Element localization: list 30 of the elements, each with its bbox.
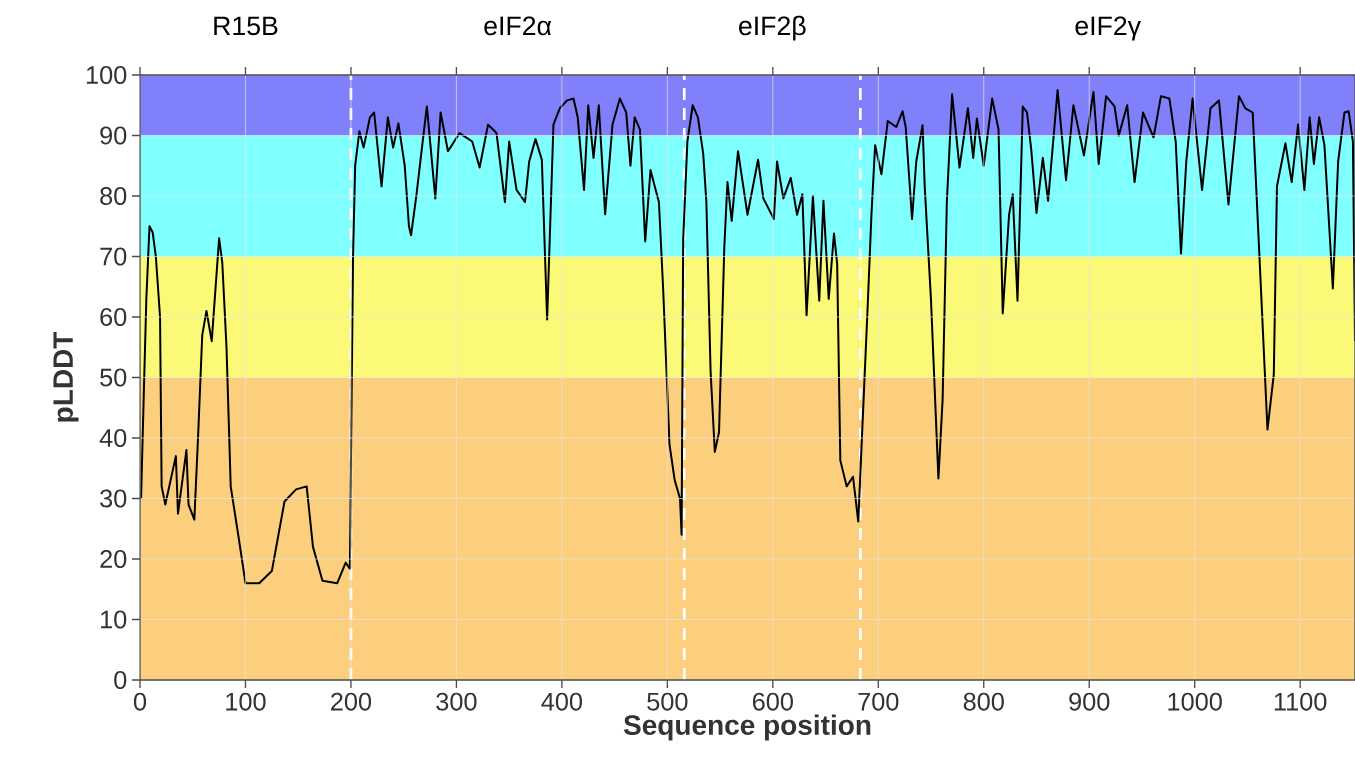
x-tick-label: 1100 [1274, 692, 1327, 711]
text: R15B [214, 16, 278, 36]
x-tick-label: 200 [331, 692, 372, 711]
text: eIF2α [484, 16, 552, 36]
x-tick-label: 800 [963, 692, 1004, 711]
text: eIF2γ [1075, 16, 1141, 41]
y-tick-label: 70 [100, 247, 127, 266]
x-tick-label: 300 [436, 692, 477, 711]
x-tick-label: 700 [858, 692, 899, 711]
y-tick-label: 80 [100, 187, 127, 205]
x-tick-label: 900 [1069, 692, 1110, 711]
x-tick-label: 0 [133, 692, 147, 711]
y-tick-label: 10 [101, 610, 127, 629]
x-tick-label: 100 [226, 692, 266, 711]
y-tick-label: 0 [114, 671, 127, 689]
text: eIF2β [739, 15, 806, 41]
y-axis-title: pLDDT [53, 331, 79, 422]
x-tick-label: 500 [647, 692, 688, 711]
y-tick-label: 30 [100, 489, 127, 508]
y-tick-label: 90 [100, 126, 127, 145]
x-tick-label: 400 [541, 692, 583, 711]
x-axis-title: Sequence position [623, 714, 871, 741]
x-tick-label: 600 [752, 692, 793, 711]
y-tick-label: 60 [100, 308, 127, 326]
x-tick-label: 1000 [1168, 692, 1222, 711]
y-tick-label: 20 [100, 550, 127, 568]
line-series [140, 89, 1355, 585]
y-tick-label: 50 [100, 368, 127, 387]
y-tick-label: 40 [99, 429, 127, 447]
y-tick-label: 100 [86, 66, 127, 84]
